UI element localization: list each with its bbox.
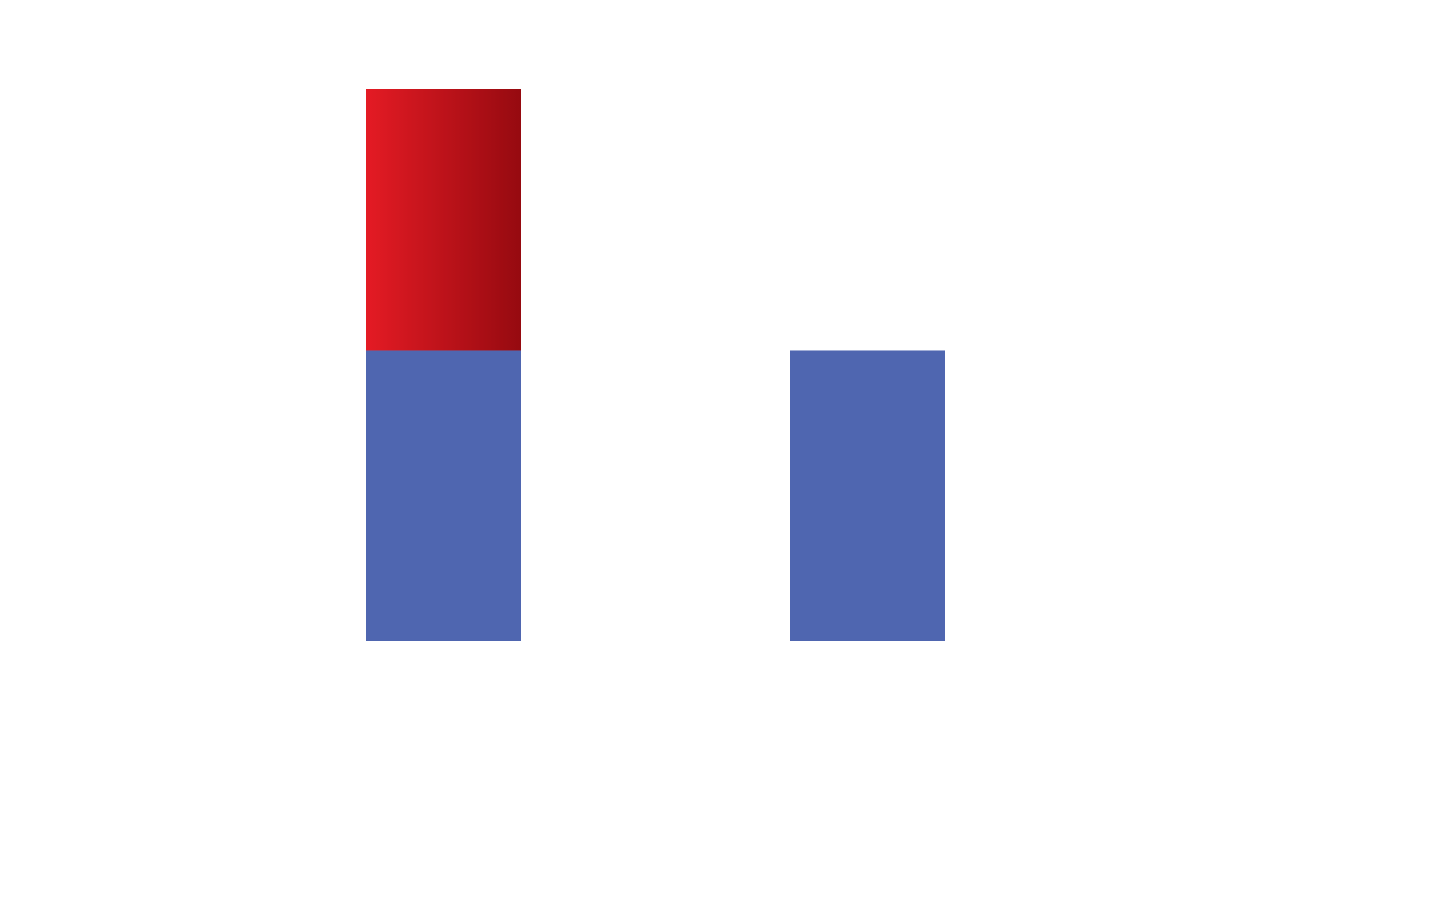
bar-category-1-series-2 [366, 89, 521, 351]
bar-category-1-series-1 [366, 350, 521, 641]
bars-layer [366, 89, 945, 641]
bar-category-2-series-1 [790, 350, 945, 641]
